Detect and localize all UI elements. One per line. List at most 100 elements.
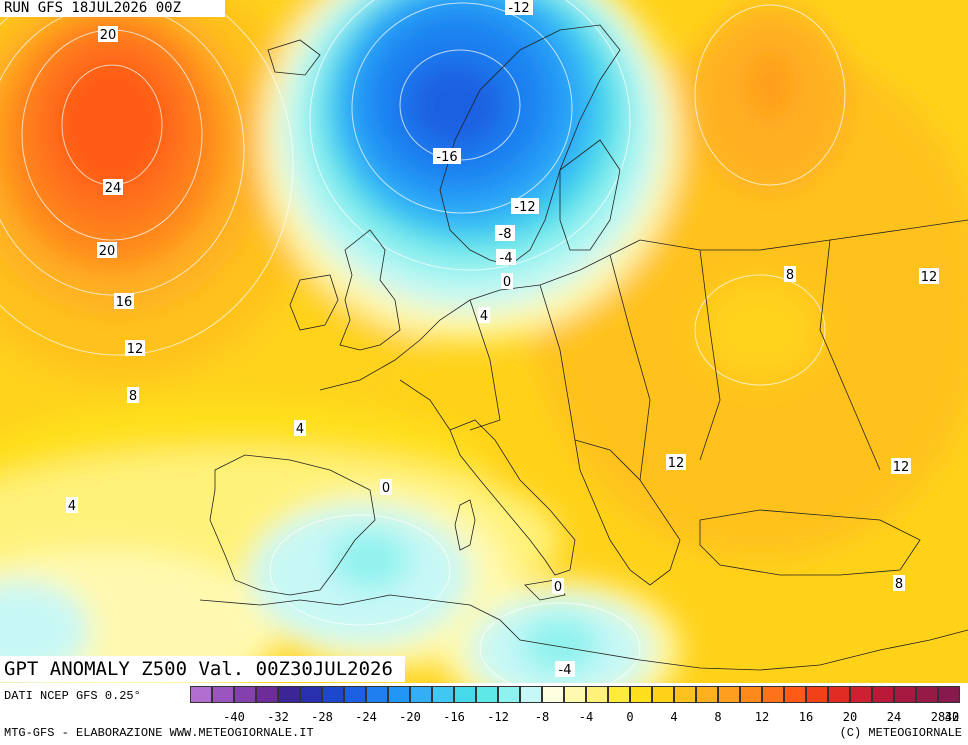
contour-label-text: -8	[499, 227, 512, 242]
colorbar-swatch	[454, 686, 476, 703]
colorbar-swatch	[762, 686, 784, 703]
colorbar-swatch	[916, 686, 938, 703]
contour-label: -16	[433, 148, 461, 165]
colorbar-tick-label: 24	[886, 710, 902, 724]
contour-label-text: 12	[668, 456, 685, 471]
contour-label: 24	[103, 179, 123, 196]
contour-label-text: -4	[500, 251, 513, 266]
colorbar-tick-label: -4	[578, 710, 594, 724]
colorbar-tick-label: -12	[487, 710, 509, 724]
colorbar-tick-label: -16	[443, 710, 465, 724]
colorbar-swatch	[784, 686, 806, 703]
colorbar-swatch	[938, 686, 960, 703]
colorbar-tick-label: -8	[534, 710, 550, 724]
colorbar-swatch	[432, 686, 454, 703]
contour-label-bg	[66, 497, 78, 513]
contour-label-bg	[98, 26, 118, 42]
colorbar-tick-label: -24	[355, 710, 377, 724]
colorbar-swatch	[410, 686, 432, 703]
colorbar-swatch	[476, 686, 498, 703]
contour-label: 12	[666, 454, 686, 471]
contour-label: 0	[380, 479, 392, 496]
contour-label-text: 12	[127, 342, 144, 357]
contour-label-bg	[496, 249, 516, 265]
contour-label-text: 4	[480, 309, 488, 324]
contour-label-bg	[495, 225, 515, 241]
colorbar-tick-label: 20	[842, 710, 858, 724]
colorbar-tick-label: -40	[223, 710, 245, 724]
contour-lines	[0, 0, 846, 683]
colorbar-swatch	[850, 686, 872, 703]
contour-label: 4	[294, 420, 306, 437]
colorbar-swatch	[388, 686, 410, 703]
contour-label-bg	[891, 458, 911, 474]
contour-label-text: 20	[100, 28, 117, 43]
colorbar-swatch	[828, 686, 850, 703]
contour-label-bg	[552, 578, 564, 594]
colorbar-swatch	[322, 686, 344, 703]
contour-label: 20	[97, 242, 117, 259]
contour-label-bg	[893, 575, 905, 591]
colorbar-swatch	[630, 686, 652, 703]
colorbar-swatch	[806, 686, 828, 703]
colorbar-swatch	[344, 686, 366, 703]
contour-label: 4	[478, 307, 490, 324]
contour-label-text: 12	[921, 270, 938, 285]
contour-label-text: 4	[296, 422, 304, 437]
colorbar-swatch	[894, 686, 916, 703]
contour-label: -4	[555, 661, 575, 678]
contour-label-text: 0	[382, 481, 390, 496]
contour-label: 0	[552, 578, 564, 595]
anomaly-map: -12 20 -16 24 -12 -8 20 -4 0 8 12 16 4 12 8 4 12 12 0 4 8 0 -4…	[0, 0, 968, 683]
data-source: DATI NCEP GFS 0.25°	[4, 689, 141, 703]
colorbar-tick-label: 16	[798, 710, 814, 724]
contour-label-text: 8	[129, 389, 137, 404]
contour-label-bg	[478, 307, 490, 323]
colorbar-swatch	[234, 686, 256, 703]
colorbar-swatch	[564, 686, 586, 703]
anomaly-fill	[0, 0, 968, 683]
colorbar-swatch	[278, 686, 300, 703]
colorbar-swatch	[300, 686, 322, 703]
contour-label: 16	[114, 293, 134, 310]
colorbar-tick-label: 4	[670, 710, 678, 724]
contour-label: -4	[496, 249, 516, 266]
contour-label-text: 4	[68, 499, 76, 514]
contour-label-text: -4	[559, 663, 572, 678]
contour-label: 20	[98, 26, 118, 43]
contour-label-bg	[127, 387, 139, 403]
colorbar-swatch	[586, 686, 608, 703]
contour-label-text: 0	[554, 580, 562, 595]
coastlines-borders	[199, 24, 968, 671]
map-title: GPT ANOMALY Z500 Val. 00Z30JUL2026	[0, 656, 405, 682]
colorbar-swatch	[674, 686, 696, 703]
contour-label: -12	[511, 198, 539, 215]
colorbar-tick-label: -32	[267, 710, 289, 724]
contour-label-bg	[666, 454, 686, 470]
contour-label-text: 20	[99, 244, 116, 259]
colorbar-tick-label: 28	[930, 710, 946, 724]
colorbar-swatch	[366, 686, 388, 703]
colorbar-swatch	[696, 686, 718, 703]
colorbar-tick-label: 12	[754, 710, 770, 724]
colorbar-swatch	[190, 686, 212, 703]
contour-label: 8	[893, 575, 905, 592]
contour-label-text: 0	[503, 275, 511, 290]
contour-label-bg	[294, 420, 306, 436]
contour-label-bg	[919, 268, 939, 284]
colorbar-swatch	[498, 686, 520, 703]
colorbar-tick-label: 8	[714, 710, 722, 724]
contour-label-bg	[555, 661, 575, 677]
contour-label-bg	[433, 148, 461, 164]
contour-label: 8	[127, 387, 139, 404]
contour-label: 12	[919, 268, 939, 285]
colorbar-tick-label: -20	[399, 710, 421, 724]
contour-label: 0	[501, 273, 513, 290]
contour-label-bg	[501, 273, 513, 289]
colorbar-swatch	[256, 686, 278, 703]
colorbar-swatch	[718, 686, 740, 703]
run-label: RUN GFS 18JUL2026 00Z	[0, 0, 226, 17]
contour-label: -8	[495, 225, 515, 242]
contour-label-text: 12	[893, 460, 910, 475]
